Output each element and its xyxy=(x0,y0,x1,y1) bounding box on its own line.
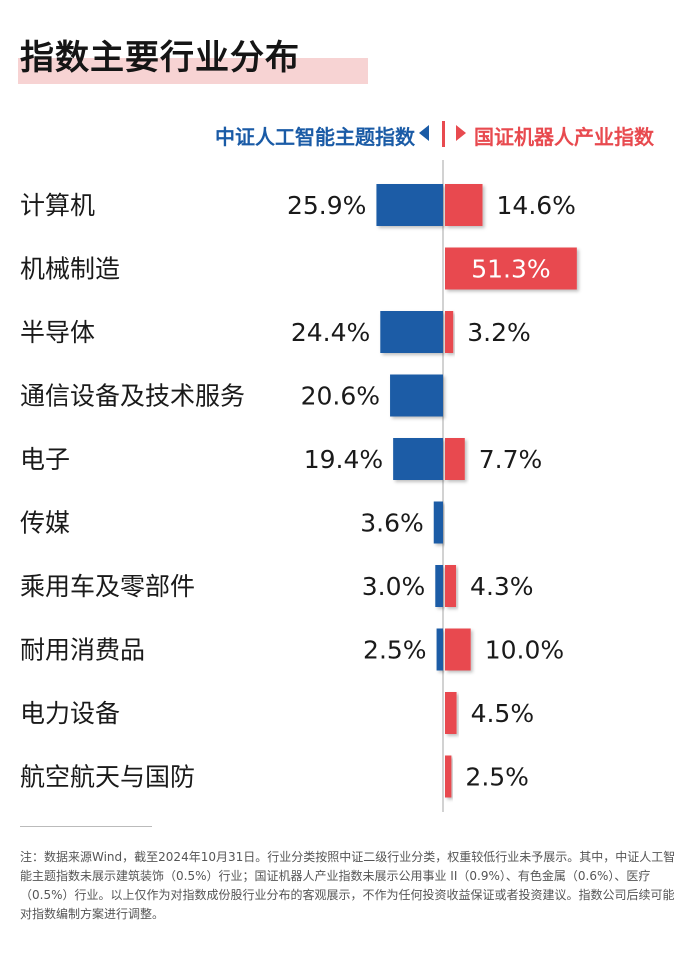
category-label: 电力设备 xyxy=(20,699,120,728)
bar-right xyxy=(445,247,577,290)
bar-left xyxy=(380,311,443,353)
left-arrow-icon xyxy=(419,125,429,141)
value-label-right: 4.5% xyxy=(471,699,535,728)
bar-left xyxy=(376,184,443,226)
title-highlight xyxy=(18,58,368,84)
value-label-left: 3.6% xyxy=(360,509,424,538)
value-label-right: 3.2% xyxy=(467,318,531,347)
value-label-left: 25.9% xyxy=(287,191,366,220)
value-label-left: 19.4% xyxy=(304,445,383,474)
title-block: 指数主要行业分布 xyxy=(18,30,368,84)
category-label: 机械制造 xyxy=(20,255,120,284)
value-label-right: 51.3% xyxy=(471,255,550,284)
value-label-right: 7.7% xyxy=(479,445,543,474)
legend-right-label: 国证机器人产业指数 xyxy=(474,125,654,149)
value-label-right: 14.6% xyxy=(497,191,576,220)
value-label-left: 24.4% xyxy=(291,318,370,347)
bar-right xyxy=(445,184,483,226)
diverging-bar-chart: 计算机 25.9% 14.6% 机械制造 51.3% 半导体 24.4% 3.2% 通信设备及技… xyxy=(20,160,577,812)
value-label-left: 20.6% xyxy=(301,382,380,411)
category-label: 通信设备及技术服务 xyxy=(20,382,245,411)
bar-right xyxy=(445,565,457,607)
bar-left xyxy=(436,628,443,671)
bar-left xyxy=(390,374,443,417)
category-label: 航空航天与国防 xyxy=(20,763,195,792)
category-label: 电子 xyxy=(20,445,70,474)
bar-right xyxy=(445,311,454,353)
bar-left xyxy=(433,501,443,544)
category-label: 半导体 xyxy=(20,318,95,347)
bar-right xyxy=(445,628,471,671)
right-arrow-icon xyxy=(456,125,466,141)
bar-right xyxy=(445,692,457,734)
value-label-left: 2.5% xyxy=(363,636,427,665)
center-divider-marker xyxy=(442,121,445,147)
footnote: 注：数据来源Wind，截至2024年10月31日。行业分类按照中证二级行业分类，… xyxy=(20,850,676,921)
bar-right xyxy=(445,755,452,798)
category-label: 乘用车及零部件 xyxy=(20,572,195,601)
bar-left xyxy=(393,438,443,480)
value-label-right: 4.3% xyxy=(470,572,534,601)
bar-right xyxy=(445,438,465,480)
value-label-left: 3.0% xyxy=(362,572,426,601)
value-label-right: 10.0% xyxy=(485,636,564,665)
page-title: 指数主要行业分布 xyxy=(20,38,300,78)
legend-left-label: 中证人工智能主题指数 xyxy=(215,125,415,149)
value-label-right: 2.5% xyxy=(465,763,529,792)
category-label: 耐用消费品 xyxy=(20,636,145,665)
note-divider xyxy=(20,826,152,827)
category-label: 计算机 xyxy=(20,191,95,220)
category-label: 传媒 xyxy=(20,509,70,538)
bar-left xyxy=(435,565,443,607)
